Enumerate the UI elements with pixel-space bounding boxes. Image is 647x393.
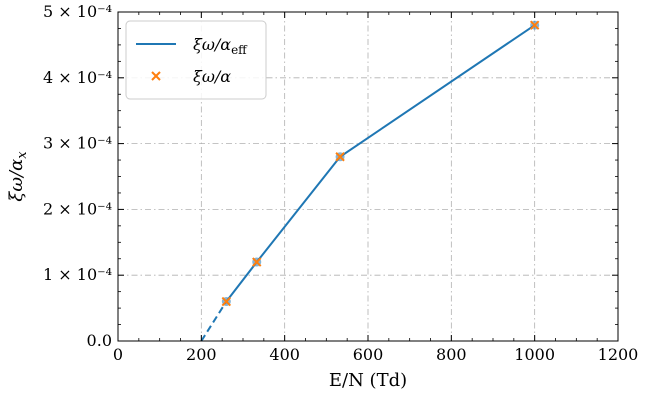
series-marker-alpha — [335, 152, 345, 162]
legend-label-alpha-eff: ξω/αeff — [193, 35, 248, 57]
y-axis-label: ξω/αx — [6, 151, 30, 202]
x-tick-label: 1200 — [598, 345, 639, 364]
extrapolation-line — [200, 300, 228, 342]
series-marker-alpha — [529, 20, 540, 30]
y-axis-label-subscript: x — [15, 151, 30, 159]
x-marker-stroke — [252, 257, 262, 267]
series-marker-alpha — [221, 296, 232, 307]
y-axis-label-main: ξω/α — [6, 159, 27, 202]
legend-label-alpha: ξω/α — [193, 67, 231, 86]
x-marker-stroke — [221, 296, 232, 307]
y-tick-label: 0.0 — [87, 331, 112, 350]
series-line-alpha-eff — [225, 24, 536, 303]
x-marker-stroke — [151, 71, 161, 81]
series-layer — [200, 20, 540, 342]
x-axis-label: E/N (Td) — [329, 370, 407, 391]
x-tick-label: 200 — [186, 345, 217, 364]
legend-label-alpha-main: ξω/α — [193, 67, 231, 86]
series-marker-alpha — [252, 257, 262, 267]
legend-label-alpha-eff-subscript: eff — [231, 43, 248, 57]
y-tick-label: 1 × 10⁻⁴ — [43, 265, 112, 284]
x-marker-stroke — [335, 152, 345, 162]
axis-ticks: 0 200 400 600 800 1000 1200 0.0 1 × 10⁻⁴ 2 × 10⁻⁴… — [43, 2, 638, 364]
y-tick-label: 4 × 10⁻⁴ — [43, 68, 112, 87]
y-tick-label: 5 × 10⁻⁴ — [43, 2, 112, 21]
y-tick-label: 2 × 10⁻⁴ — [43, 199, 112, 218]
x-tick-label: 1000 — [514, 345, 555, 364]
x-tick-label: 600 — [353, 345, 384, 364]
x-tick-label: 0 — [113, 345, 123, 364]
x-tick-label: 800 — [436, 345, 467, 364]
legend-box — [125, 20, 267, 100]
y-tick-label: 3 × 10⁻⁴ — [43, 134, 112, 153]
x-marker-stroke — [529, 20, 540, 30]
legend-label-alpha-eff-main: ξω/α — [193, 35, 231, 54]
x-tick-label: 400 — [269, 345, 300, 364]
legend-x-marker-swatch — [151, 71, 161, 81]
